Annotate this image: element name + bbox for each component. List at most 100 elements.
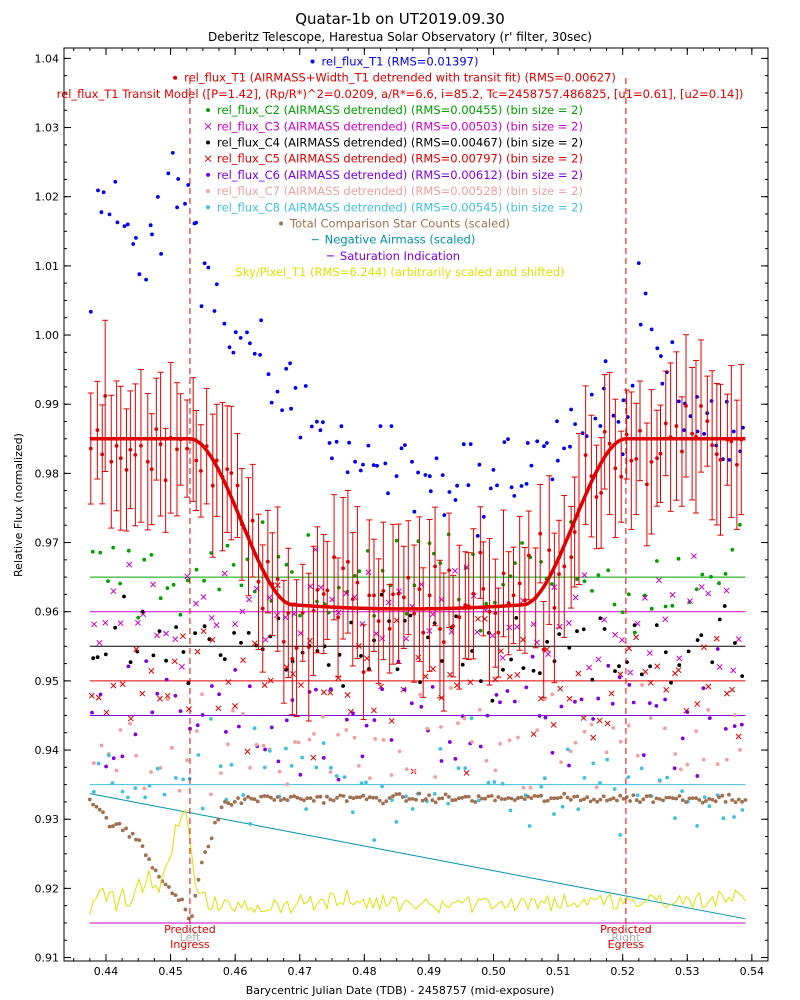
data-layer bbox=[87, 151, 748, 921]
data-point bbox=[596, 573, 601, 577]
data-point bbox=[306, 533, 311, 537]
data-point bbox=[345, 717, 349, 722]
data-point bbox=[325, 588, 330, 593]
data-point bbox=[476, 798, 481, 803]
annotation-label: Ingress bbox=[170, 938, 210, 951]
data-point bbox=[663, 604, 668, 609]
data-point bbox=[96, 188, 100, 193]
data-point bbox=[713, 799, 718, 804]
legend-entry: rel_flux_C6 (AIRMASS detrended) (RMS=0.0… bbox=[217, 168, 583, 182]
data-point bbox=[538, 531, 543, 536]
data-point bbox=[280, 408, 284, 413]
data-point bbox=[687, 598, 693, 605]
data-point bbox=[539, 793, 543, 798]
data-point bbox=[246, 631, 251, 635]
data-point bbox=[133, 732, 138, 737]
data-point bbox=[506, 796, 511, 800]
data-point bbox=[186, 578, 190, 583]
data-point bbox=[541, 647, 546, 652]
data-point bbox=[167, 885, 171, 889]
data-point bbox=[497, 648, 504, 655]
data-point bbox=[634, 457, 639, 461]
data-point bbox=[643, 291, 648, 296]
data-point bbox=[233, 668, 238, 672]
data-point bbox=[598, 797, 603, 802]
data-point bbox=[566, 695, 573, 702]
data-point bbox=[655, 559, 659, 563]
data-point bbox=[529, 463, 534, 468]
data-point bbox=[629, 458, 634, 463]
annotation-ghost-label: Right bbox=[611, 931, 641, 944]
data-point bbox=[676, 556, 681, 561]
data-point bbox=[321, 756, 326, 760]
data-point bbox=[404, 767, 409, 772]
data-point bbox=[506, 624, 513, 631]
data-point bbox=[606, 568, 611, 573]
data-point bbox=[433, 800, 438, 805]
data-point bbox=[414, 797, 418, 802]
data-point bbox=[530, 731, 537, 738]
data-point bbox=[232, 703, 238, 709]
data-point bbox=[91, 621, 98, 628]
data-point bbox=[395, 667, 400, 672]
data-point bbox=[714, 443, 719, 448]
data-point bbox=[713, 635, 720, 642]
data-point bbox=[305, 796, 310, 801]
y-tick-label: 0.96 bbox=[35, 606, 60, 619]
data-point bbox=[430, 798, 435, 803]
data-point bbox=[453, 498, 458, 502]
data-point bbox=[420, 798, 425, 803]
data-point bbox=[288, 795, 293, 799]
data-point bbox=[236, 796, 241, 800]
legend-entry: rel_flux_C5 (AIRMASS detrended) (RMS=0.0… bbox=[217, 152, 583, 166]
data-point bbox=[477, 462, 482, 467]
data-point bbox=[120, 828, 125, 833]
data-point bbox=[100, 452, 105, 457]
data-point bbox=[573, 699, 577, 704]
data-point bbox=[655, 456, 659, 461]
data-point bbox=[481, 587, 486, 591]
data-point bbox=[475, 534, 480, 538]
data-point bbox=[286, 611, 291, 615]
data-point bbox=[252, 589, 257, 594]
data-point bbox=[133, 786, 138, 790]
data-point bbox=[97, 807, 102, 812]
data-point bbox=[196, 753, 201, 757]
data-point bbox=[555, 458, 560, 463]
data-point bbox=[560, 804, 565, 809]
data-point bbox=[269, 795, 273, 800]
data-point bbox=[496, 795, 501, 799]
data-point bbox=[137, 838, 142, 842]
data-point bbox=[695, 638, 700, 642]
data-point bbox=[209, 636, 216, 643]
data-point bbox=[440, 473, 445, 477]
data-point bbox=[385, 599, 392, 606]
data-point bbox=[248, 821, 253, 826]
data-point bbox=[430, 665, 436, 672]
data-point bbox=[346, 559, 350, 564]
data-point bbox=[616, 420, 621, 424]
data-point bbox=[239, 608, 246, 615]
data-point bbox=[148, 667, 155, 674]
data-point bbox=[150, 232, 154, 237]
data-point bbox=[200, 594, 207, 600]
legend-marker bbox=[310, 59, 315, 64]
data-point bbox=[157, 695, 163, 702]
data-point bbox=[684, 404, 688, 408]
data-point bbox=[724, 399, 729, 404]
data-point bbox=[532, 794, 537, 798]
data-point bbox=[387, 619, 391, 623]
data-point bbox=[254, 742, 259, 747]
data-point bbox=[638, 428, 642, 433]
data-point bbox=[535, 728, 540, 733]
data-point bbox=[675, 667, 682, 674]
annotation-label: Predicted bbox=[164, 923, 216, 936]
data-point bbox=[727, 792, 731, 797]
y-tick-label: 0.95 bbox=[35, 675, 60, 688]
data-point bbox=[200, 713, 205, 717]
data-point bbox=[185, 446, 190, 451]
data-point bbox=[366, 443, 371, 448]
data-point bbox=[463, 794, 468, 799]
data-point bbox=[186, 183, 191, 187]
data-point bbox=[594, 785, 599, 790]
